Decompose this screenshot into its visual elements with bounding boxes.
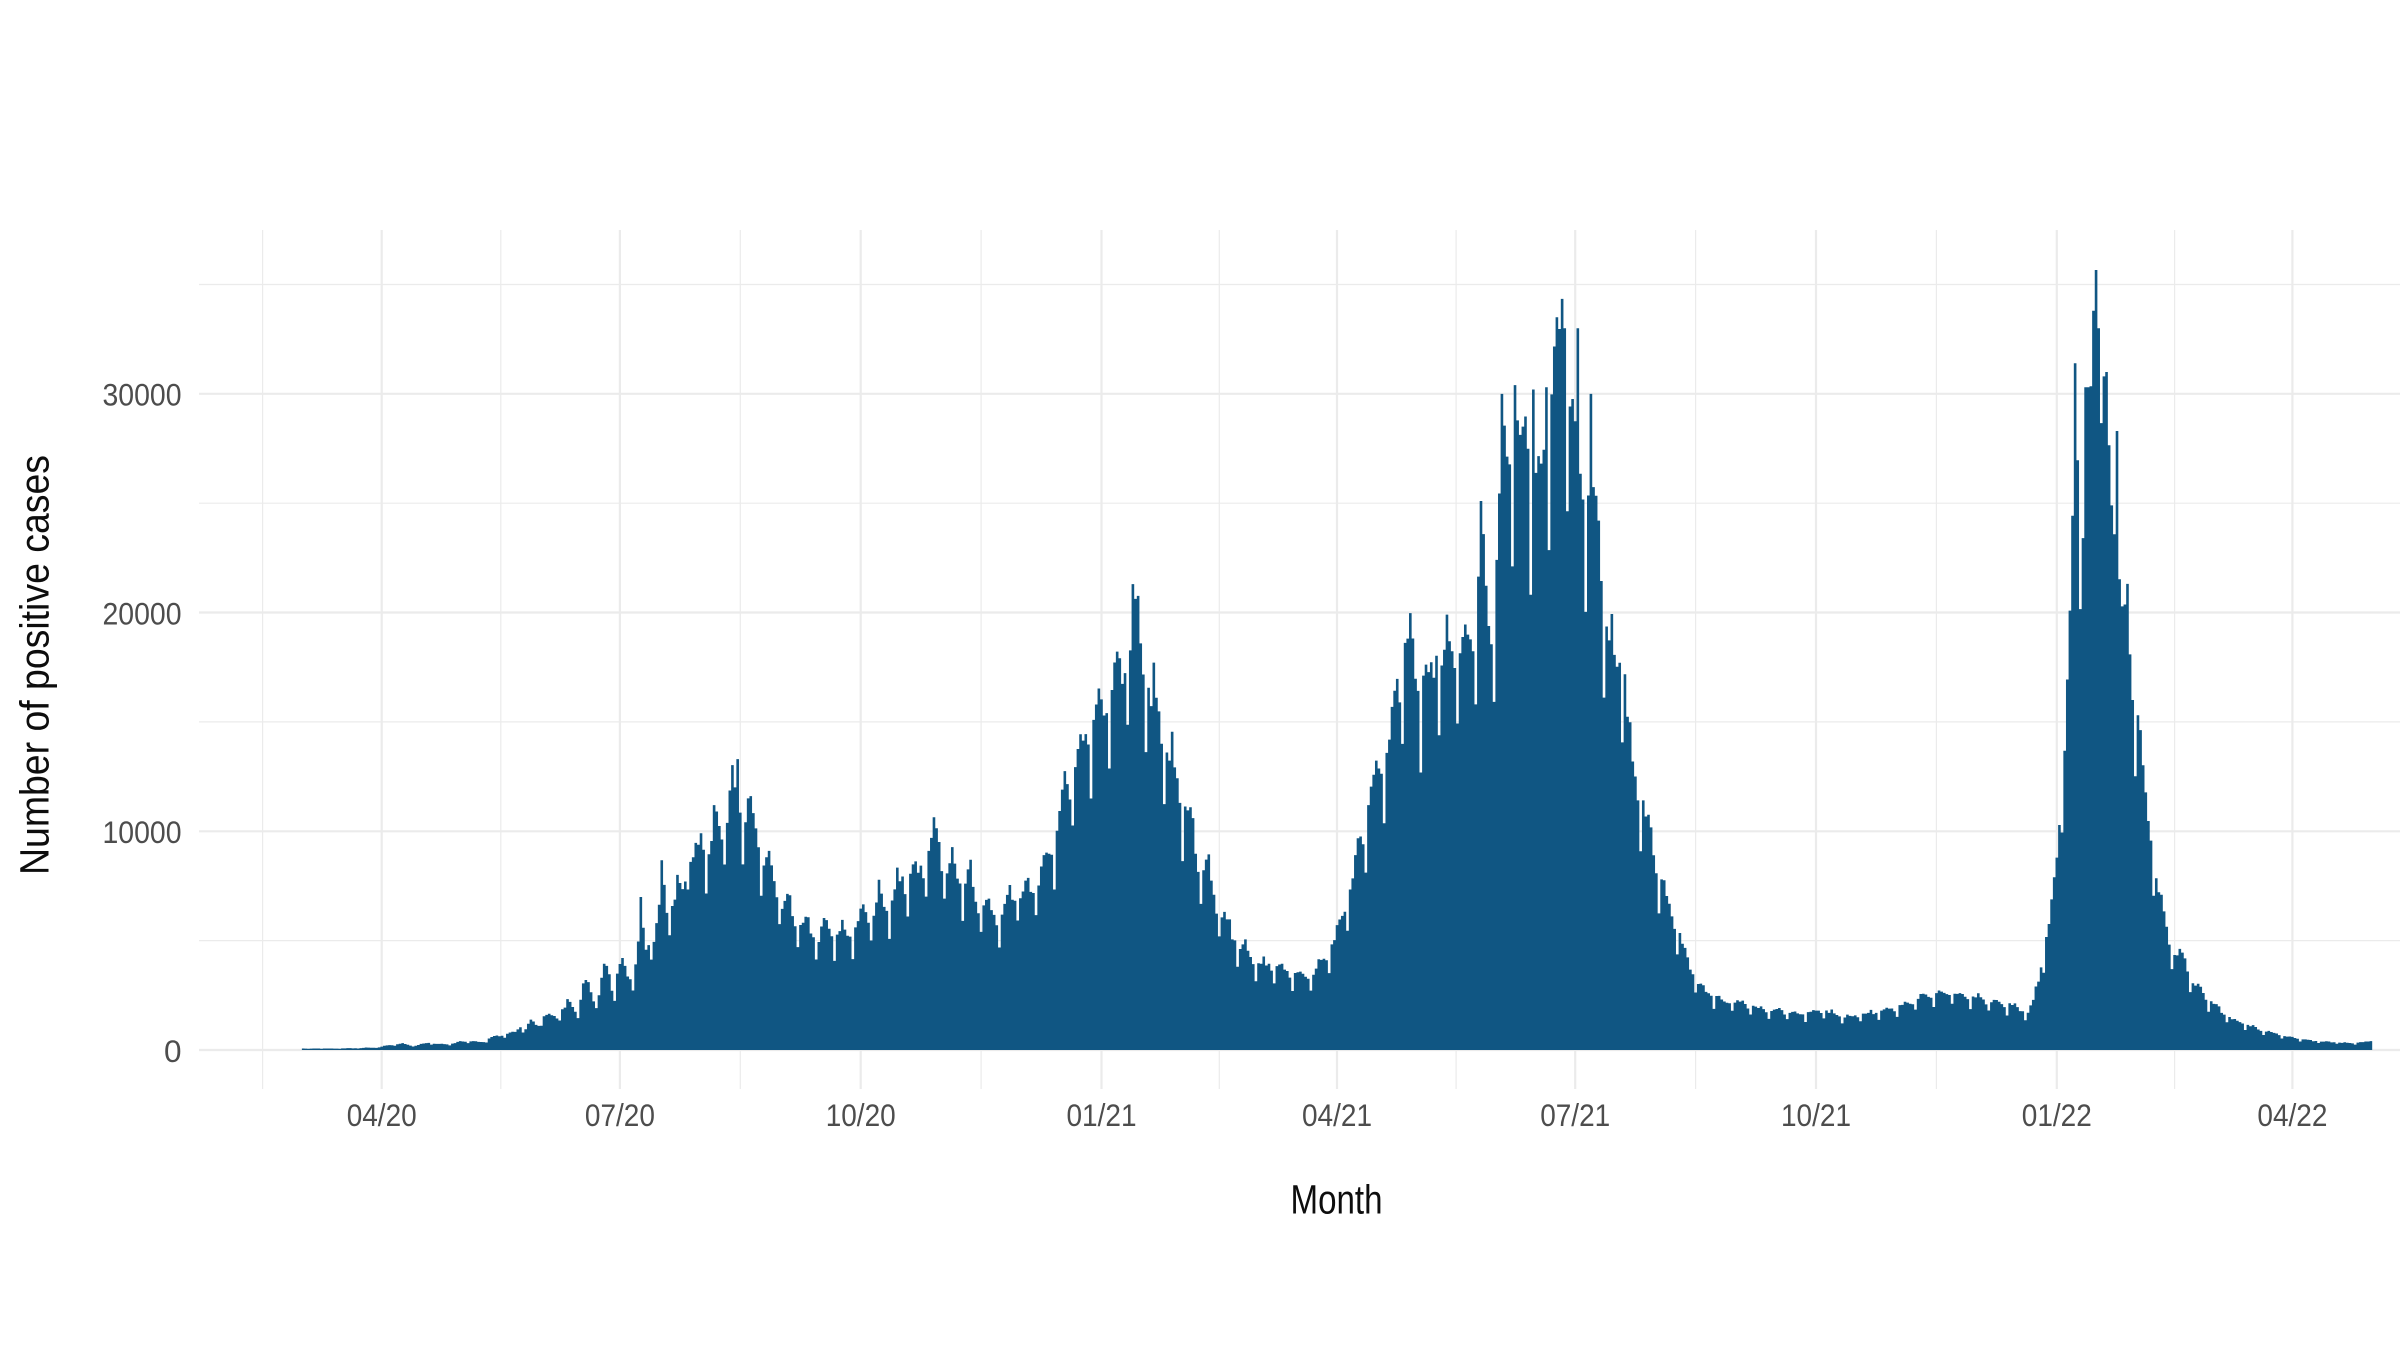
svg-text:10000: 10000 <box>103 814 182 850</box>
svg-text:04/20: 04/20 <box>347 1097 417 1133</box>
svg-text:10/21: 10/21 <box>1781 1097 1851 1133</box>
svg-text:20000: 20000 <box>103 595 182 631</box>
svg-text:Number of positive cases: Number of positive cases <box>12 455 58 875</box>
svg-text:01/22: 01/22 <box>2022 1097 2092 1133</box>
svg-text:04/21: 04/21 <box>1302 1097 1372 1133</box>
svg-text:Month: Month <box>1291 1177 1383 1223</box>
svg-text:07/20: 07/20 <box>585 1097 655 1133</box>
svg-text:30000: 30000 <box>103 377 182 413</box>
svg-text:10/20: 10/20 <box>826 1097 896 1133</box>
svg-text:0: 0 <box>164 1033 182 1069</box>
svg-text:04/22: 04/22 <box>2257 1097 2327 1133</box>
svg-text:01/21: 01/21 <box>1067 1097 1137 1133</box>
svg-text:07/21: 07/21 <box>1540 1097 1610 1133</box>
